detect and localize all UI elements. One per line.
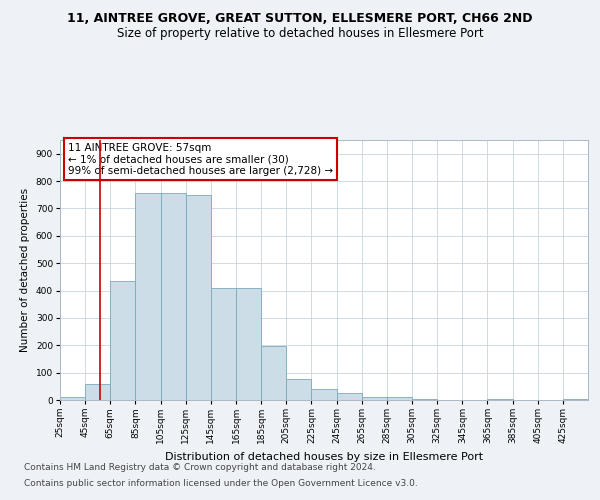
Bar — [136, 194, 161, 400]
Bar — [412, 398, 437, 400]
Bar — [487, 398, 512, 400]
Text: Contains public sector information licensed under the Open Government Licence v3: Contains public sector information licen… — [24, 478, 418, 488]
Bar — [110, 281, 136, 400]
Text: Contains HM Land Registry data © Crown copyright and database right 2024.: Contains HM Land Registry data © Crown c… — [24, 464, 376, 472]
Bar — [337, 392, 362, 400]
Bar — [387, 398, 412, 400]
Bar — [286, 378, 311, 400]
Bar — [362, 398, 387, 400]
Text: 11 AINTREE GROVE: 57sqm
← 1% of detached houses are smaller (30)
99% of semi-det: 11 AINTREE GROVE: 57sqm ← 1% of detached… — [68, 142, 333, 176]
Bar — [211, 288, 236, 400]
Bar — [261, 346, 286, 400]
Bar — [85, 384, 110, 400]
Bar — [161, 194, 186, 400]
Bar — [60, 398, 85, 400]
Y-axis label: Number of detached properties: Number of detached properties — [20, 188, 30, 352]
Text: 11, AINTREE GROVE, GREAT SUTTON, ELLESMERE PORT, CH66 2ND: 11, AINTREE GROVE, GREAT SUTTON, ELLESME… — [67, 12, 533, 26]
Bar — [311, 389, 337, 400]
Text: Size of property relative to detached houses in Ellesmere Port: Size of property relative to detached ho… — [116, 28, 484, 40]
Bar — [563, 398, 588, 400]
Bar — [186, 194, 211, 400]
Bar — [236, 288, 261, 400]
X-axis label: Distribution of detached houses by size in Ellesmere Port: Distribution of detached houses by size … — [165, 452, 483, 462]
